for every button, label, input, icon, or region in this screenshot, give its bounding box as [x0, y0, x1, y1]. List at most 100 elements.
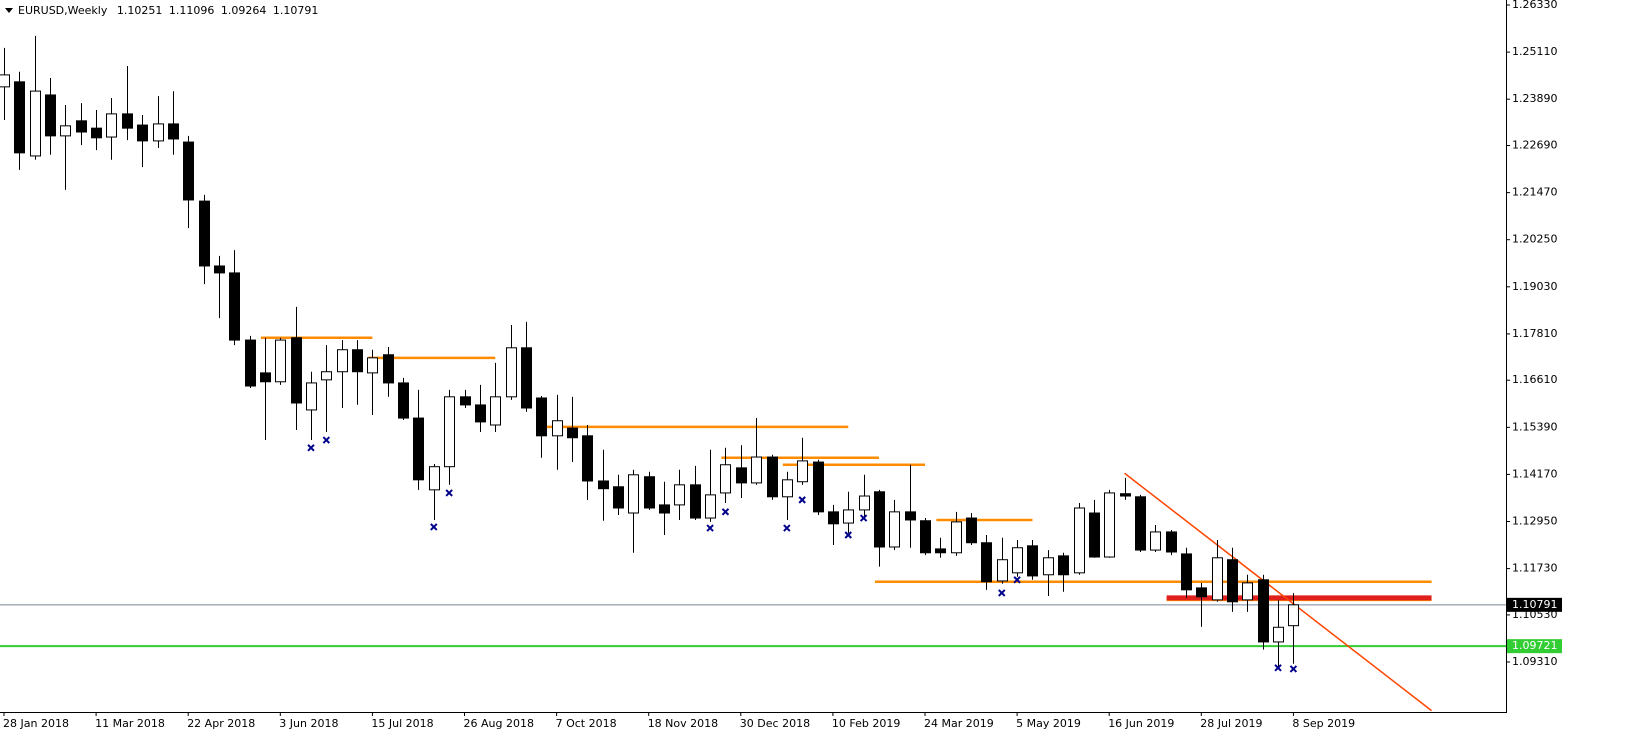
fractal-marker	[798, 496, 806, 504]
candle-body	[337, 349, 348, 373]
candle-body	[751, 456, 762, 484]
candle-body	[199, 200, 210, 267]
candle-body	[460, 396, 471, 406]
x-tick-label: 3 Jun 2018	[279, 717, 338, 730]
price-box-label: 1.09721	[1512, 639, 1558, 652]
trendline	[1124, 472, 1433, 712]
candle-body	[1089, 512, 1100, 558]
candle-body	[1227, 559, 1238, 603]
y-tick-label: 1.09310	[1512, 655, 1558, 668]
header-close: 1.10791	[273, 4, 319, 17]
fractal-marker	[445, 489, 453, 497]
x-tick-label: 22 Apr 2018	[187, 717, 255, 730]
candle-body	[275, 339, 286, 383]
candle-body	[106, 113, 117, 138]
candle-body	[490, 396, 501, 426]
price-box-label: 1.10791	[1512, 598, 1558, 611]
candle-body	[598, 480, 609, 490]
y-tick-label: 1.23890	[1512, 92, 1558, 105]
candle-body	[1166, 531, 1177, 553]
fractal-marker	[783, 524, 791, 532]
candle-body	[76, 120, 87, 133]
candle-body	[245, 339, 256, 387]
candle-body	[843, 509, 854, 524]
x-tick-label: 7 Oct 2018	[556, 717, 617, 730]
candle-body	[137, 124, 148, 142]
x-tick-label: 28 Jul 2019	[1200, 717, 1262, 730]
candle-body	[1074, 507, 1085, 574]
candle-body	[260, 372, 271, 383]
fractal-marker	[844, 531, 852, 539]
candle-body	[905, 511, 916, 521]
fractal-marker	[322, 436, 331, 444]
fractal-marker	[307, 444, 315, 452]
candle-body	[874, 491, 885, 548]
candle-body	[521, 347, 532, 409]
y-tick-label: 1.16610	[1512, 373, 1558, 386]
candle-body	[14, 81, 25, 154]
candle-body	[1273, 626, 1284, 643]
candle-body	[475, 404, 486, 423]
candle-body	[60, 125, 71, 137]
candle-body	[1058, 555, 1069, 576]
fractal-marker	[721, 508, 730, 516]
candle-body	[0, 74, 10, 88]
x-tick-label: 24 Mar 2019	[924, 717, 994, 730]
y-tick-label: 1.19030	[1512, 280, 1558, 293]
candle-body	[720, 464, 731, 494]
y-tick-label: 1.21470	[1512, 186, 1558, 199]
candle-body	[736, 467, 747, 484]
fractal-marker	[859, 514, 868, 522]
x-tick-label: 18 Nov 2018	[648, 717, 718, 730]
candle-body	[567, 427, 578, 439]
price-box	[1507, 597, 1562, 612]
price-box	[1507, 639, 1562, 654]
candle-body	[536, 397, 547, 437]
candle-body	[935, 548, 946, 554]
x-tick-label: 5 May 2019	[1016, 717, 1081, 730]
candle-body	[767, 456, 778, 498]
x-tick-label: 28 Jan 2018	[3, 717, 69, 730]
candle-body	[1258, 579, 1269, 643]
chart-header: EURUSD,Weekly 1.10251 1.11096 1.09264 1.…	[18, 4, 318, 17]
candle-body	[813, 461, 824, 513]
fractal-marker	[430, 523, 438, 531]
candle-body	[398, 382, 409, 419]
candle-body	[1212, 557, 1223, 601]
candle-body	[859, 495, 870, 511]
header-low: 1.09264	[221, 4, 267, 17]
x-tick-label: 26 Aug 2018	[464, 717, 534, 730]
fractal-marker	[998, 589, 1006, 597]
candle-body	[1135, 496, 1146, 551]
candle-body	[321, 371, 332, 381]
candle-body	[981, 542, 992, 583]
candle-body	[1027, 545, 1038, 577]
candle-body	[889, 511, 900, 548]
candle-body	[383, 354, 394, 384]
candle-body	[153, 123, 164, 142]
y-tick-label: 1.26330	[1512, 0, 1558, 11]
candle-body	[1196, 587, 1207, 598]
candle-body	[413, 417, 424, 481]
candle-body	[1043, 557, 1054, 576]
candle-body	[291, 337, 302, 404]
y-tick-label: 1.14170	[1512, 467, 1558, 480]
candle-body	[122, 113, 133, 129]
candle-body	[782, 479, 793, 498]
x-tick-label: 16 Jun 2019	[1108, 717, 1174, 730]
candle-body	[1150, 531, 1161, 551]
candle-body	[690, 484, 701, 519]
header-high: 1.11096	[169, 4, 215, 17]
candle-body	[1120, 493, 1131, 497]
candle-body	[214, 265, 225, 274]
menu-triangle	[5, 8, 13, 13]
y-tick-label: 1.15390	[1512, 420, 1558, 433]
x-tick-label: 8 Sep 2019	[1292, 717, 1355, 730]
candle-body	[613, 486, 624, 509]
candle-body	[1242, 582, 1253, 601]
candle-body	[367, 357, 378, 374]
candle-body	[951, 521, 962, 554]
candle-body	[674, 484, 685, 506]
candle-body	[552, 420, 563, 437]
